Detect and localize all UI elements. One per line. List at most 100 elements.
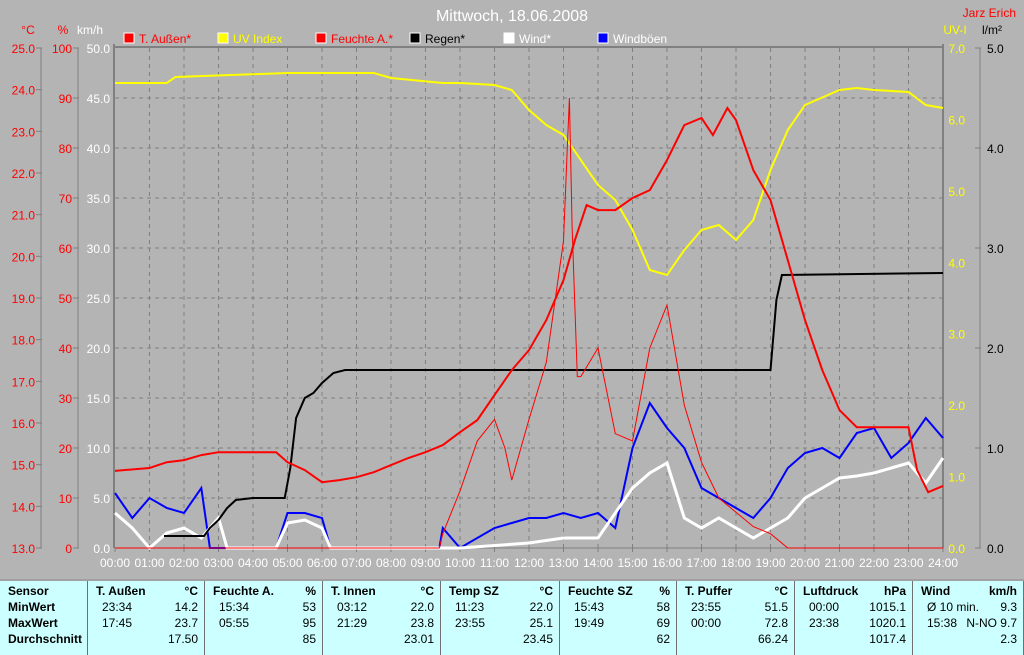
series-line-tauen: [114, 106, 944, 494]
stats-row-labels: Sensor MinWert MaxWert Durchschnitt: [0, 581, 88, 655]
max-value: 1020.1: [869, 616, 906, 630]
min-value: 22.0: [529, 600, 553, 614]
axis-unit-uv: UV-I: [943, 23, 966, 37]
axis-tick-label-celsius: 14.0: [12, 500, 36, 514]
avg-value: 23.45: [522, 632, 553, 646]
x-tick-label: 13:00: [548, 556, 578, 570]
axis-tick-label-celsius: 24.0: [12, 84, 36, 98]
axes: °C 25.0 24.0 23.0 22.0 21.0 20.0 19.0 18.0 17.0 16…: [12, 23, 1004, 570]
axis-tick-label-kmh: 30.0: [87, 242, 111, 256]
axis-tick-label-percent: 50: [59, 292, 73, 306]
axis-tick-label-uv: 0.0: [948, 542, 965, 556]
weather-chart: Mittwoch, 18.06.2008 Jarz Erich °C 25.0 24…: [12, 6, 1016, 570]
max-value: 95: [302, 616, 316, 630]
avg-value: 1017.4: [869, 632, 906, 646]
x-tick-label: 12:00: [514, 556, 544, 570]
axis-tick-label-celsius: 22.0: [12, 167, 36, 181]
avg-value: 62: [656, 632, 670, 646]
axis-tick-label-percent: 60: [59, 242, 73, 256]
max-value: 23.8: [410, 616, 434, 630]
legend-label: Windböen: [613, 32, 667, 46]
axis-tick-label-uv: 2.0: [948, 399, 965, 413]
x-tick-label: 20:00: [790, 556, 820, 570]
x-tick-label: 03:00: [203, 556, 233, 570]
row-label-max: MaxWert: [8, 616, 58, 630]
column-unit: %: [305, 584, 316, 598]
axis-tick-label-percent: 80: [59, 142, 73, 156]
axis-tick-label-percent: 100: [52, 42, 72, 56]
min-value: 58: [656, 600, 670, 614]
max-value: 23.7: [174, 616, 198, 630]
stats-column: T. Innen °C 03:12 22.0 21:29 23.8 23.01: [323, 581, 441, 655]
series-line-wind: [114, 457, 945, 551]
x-tick-label: 04:00: [238, 556, 268, 570]
x-tick-label: 07:00: [341, 556, 371, 570]
axis-tick-label-celsius: 19.0: [12, 292, 36, 306]
legend-swatch: [597, 32, 609, 44]
x-tick-label: 21:00: [824, 556, 854, 570]
legend-label: T. Außen*: [139, 32, 191, 46]
column-name: Temp SZ: [449, 584, 499, 598]
column-name: Luftdruck: [803, 584, 859, 598]
legend-swatch: [409, 32, 421, 44]
max-time: 15:38: [927, 616, 958, 630]
max-value: N-NO 9.7: [966, 616, 1017, 630]
x-tick-label: 19:00: [755, 556, 785, 570]
max-time: 00:00: [691, 616, 722, 630]
column-name: Feuchte A.: [213, 584, 274, 598]
x-tick-label: 18:00: [721, 556, 751, 570]
axis-tick-label-celsius: 25.0: [12, 42, 36, 56]
axis-tick-label-celsius: 16.0: [12, 417, 36, 431]
max-value: 72.8: [764, 616, 788, 630]
axis-unit-kmh: km/h: [77, 23, 103, 37]
x-tick-label: 10:00: [445, 556, 475, 570]
max-time: 21:29: [337, 616, 368, 630]
axis-tick-label-celsius: 18.0: [12, 334, 36, 348]
min-value: 1015.1: [869, 600, 906, 614]
row-label-min: MinWert: [8, 600, 56, 614]
min-value: 51.5: [764, 600, 788, 614]
min-time: 15:34: [219, 600, 250, 614]
stats-column: Feuchte SZ% 15:43 58 19:49 69 62: [560, 581, 677, 655]
column-unit: km/h: [988, 584, 1017, 598]
avg-value: 17.50: [167, 632, 198, 646]
column-unit: %: [659, 584, 670, 598]
stats-column: Feuchte A.% 15:34 53 05:55 95 85: [205, 581, 323, 655]
legend-label: Feuchte A.*: [331, 32, 393, 46]
axis-tick-label-uv: 1.0: [948, 471, 965, 485]
column-name: T. Innen: [331, 584, 376, 598]
axis-tick-label-percent: 0: [65, 542, 72, 556]
axis-tick-label-celsius: 17.0: [12, 375, 36, 389]
axis-tick-label-kmh: 35.0: [87, 192, 111, 206]
column-name: T. Außen: [96, 584, 146, 598]
axis-tick-label-percent: 10: [59, 492, 73, 506]
min-value: 53: [302, 600, 316, 614]
max-time: 05:55: [219, 616, 250, 630]
axis-tick-label-celsius: 20.0: [12, 250, 36, 264]
column-unit: °C: [420, 584, 434, 598]
axis-tick-label-kmh: 15.0: [87, 392, 111, 406]
series-group: [114, 72, 945, 551]
column-name: Wind: [921, 584, 951, 598]
min-time: Ø 10 min.: [927, 600, 980, 614]
legend-label: UV Index: [233, 32, 282, 46]
axis-tick-label-percent: 70: [59, 192, 73, 206]
row-label-sensor: Sensor: [8, 584, 49, 598]
x-tick-label: 09:00: [410, 556, 440, 570]
axis-tick-label-kmh: 0.0: [93, 542, 110, 556]
legend-label: Regen*: [425, 32, 465, 46]
legend-swatch: [217, 32, 229, 44]
axis-tick-label-percent: 20: [59, 442, 73, 456]
legend-swatch: [123, 32, 135, 44]
legend-swatch: [503, 32, 515, 44]
axis-tick-label-rain: 2.0: [987, 342, 1004, 356]
min-time: 00:00: [809, 600, 840, 614]
x-tick-label: 11:00: [480, 556, 509, 570]
grid: [115, 48, 943, 548]
x-tick-label: 16:00: [652, 556, 682, 570]
max-time: 23:55: [455, 616, 486, 630]
x-tick-label: 01:00: [134, 556, 164, 570]
legend-label: Wind*: [519, 32, 551, 46]
axis-tick-label-kmh: 20.0: [87, 342, 111, 356]
row-label-avg: Durchschnitt: [8, 632, 83, 646]
